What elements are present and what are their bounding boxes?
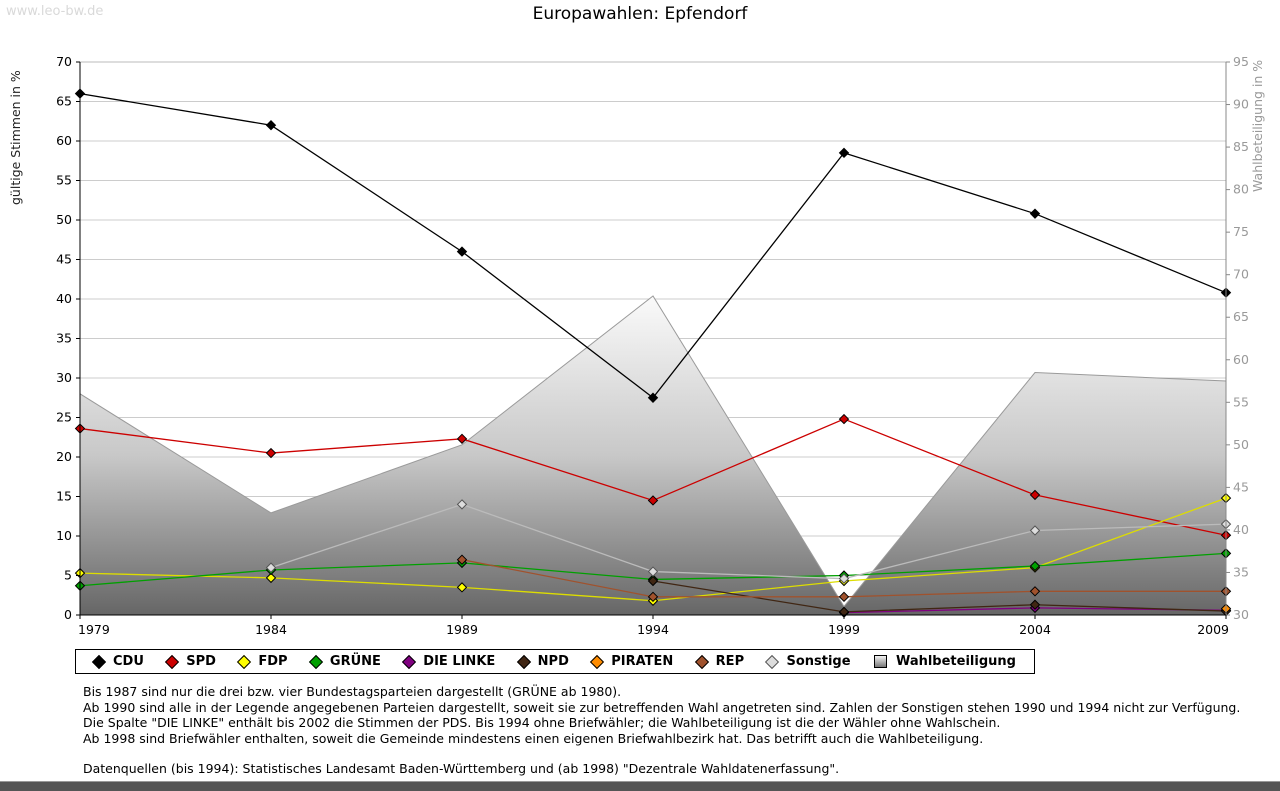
svg-text:1979: 1979 (78, 622, 110, 637)
legend-item-fdp: FDP (237, 654, 288, 669)
legend-label-spd: SPD (186, 654, 216, 669)
svg-text:gültige Stimmen in %: gültige Stimmen in % (8, 70, 23, 205)
footnote-line: Ab 1998 sind Briefwähler enthalten, sowe… (83, 730, 984, 746)
site-watermark: www.leo-bw.de (6, 4, 104, 19)
svg-text:1999: 1999 (828, 622, 860, 637)
legend-item-die-linke: DIE LINKE (402, 654, 496, 669)
svg-text:35: 35 (1233, 564, 1249, 579)
svg-text:0: 0 (64, 607, 72, 622)
svg-text:75: 75 (1233, 224, 1249, 239)
legend-label-piraten: PIRATEN (611, 654, 674, 669)
svg-text:Wahlbeteiligung in %: Wahlbeteiligung in % (1250, 60, 1265, 192)
legend-item-spd: SPD (165, 654, 216, 669)
svg-text:2009: 2009 (1197, 622, 1229, 637)
legend-item-wahlbeteiligung: Wahlbeteiligung (873, 654, 1016, 669)
legend-item-rep: REP (694, 654, 745, 669)
legend-item-piraten: PIRATEN (590, 654, 674, 669)
piraten-marker-icon (590, 654, 605, 669)
legend-item-npd: NPD (516, 654, 569, 669)
npd-marker-icon (516, 654, 531, 669)
svg-text:30: 30 (56, 370, 72, 385)
legend-label-gruene: GRÜNE (329, 654, 381, 669)
svg-text:40: 40 (1233, 522, 1249, 537)
svg-text:65: 65 (1233, 309, 1249, 324)
bottom-bar (0, 781, 1280, 791)
cdu-marker-icon (91, 654, 107, 669)
legend-label-cdu: CDU (113, 654, 144, 669)
legend-item-gruene: GRÜNE (308, 654, 381, 669)
page-title: Europawahlen: Epfendorf (532, 4, 748, 24)
svg-text:80: 80 (1233, 182, 1249, 197)
svg-text:30: 30 (1233, 607, 1249, 622)
fdp-marker-icon (237, 654, 252, 669)
gruene-marker-icon (308, 654, 323, 669)
spd-marker-icon (165, 654, 180, 669)
footnote-spacer (83, 746, 1240, 761)
svg-text:55: 55 (1233, 394, 1249, 409)
svg-text:40: 40 (56, 291, 72, 306)
svg-text:1984: 1984 (255, 622, 287, 637)
sonstige-marker-icon (765, 654, 780, 669)
legend-label-wahlbeteiligung: Wahlbeteiligung (895, 654, 1016, 669)
svg-text:45: 45 (1233, 479, 1249, 494)
data-source-line: Datenquellen (bis 1994): Statistisches L… (83, 761, 840, 776)
legend-item-sonstige: Sonstige (765, 654, 851, 669)
legend: CDU SPD FDP GRÜNE DIE LINKE NPD PIRATEN … (75, 649, 1035, 674)
svg-text:55: 55 (56, 173, 72, 188)
svg-text:60: 60 (1233, 352, 1249, 367)
die-linke-marker-icon (402, 654, 417, 669)
svg-text:1994: 1994 (637, 622, 669, 637)
svg-text:70: 70 (56, 54, 72, 69)
rep-marker-icon (694, 654, 709, 669)
svg-text:85: 85 (1233, 139, 1249, 154)
svg-text:70: 70 (1233, 267, 1249, 282)
svg-text:50: 50 (56, 212, 72, 227)
election-line-chart: 0 5 10 15 20 25 30 35 40 45 50 55 60 65 70 30 35 40 45 50 55… (8, 54, 1265, 637)
svg-text:65: 65 (56, 94, 72, 109)
footnote-line: Die Spalte "DIE LINKE" enthält bis 2002 … (83, 715, 1001, 730)
svg-text:5: 5 (64, 568, 72, 583)
svg-text:25: 25 (56, 410, 72, 425)
footnote-line: Ab 1990 sind alle in der Legende angegeb… (83, 699, 1241, 715)
svg-text:2004: 2004 (1019, 622, 1051, 637)
legend-label-npd: NPD (537, 654, 569, 669)
footnote-line: Bis 1987 sind nur die drei bzw. vier Bun… (83, 684, 622, 699)
footnotes: Bis 1987 sind nur die drei bzw. vier Bun… (83, 684, 1240, 777)
svg-text:35: 35 (56, 331, 72, 346)
svg-text:20: 20 (56, 449, 72, 464)
wahlbeteiligung-marker-icon (873, 655, 887, 668)
svg-text:45: 45 (56, 252, 72, 267)
svg-text:95: 95 (1233, 54, 1249, 69)
legend-label-rep: REP (715, 654, 745, 669)
legend-label-sonstige: Sonstige (786, 654, 851, 669)
svg-text:60: 60 (56, 133, 72, 148)
legend-label-die-linke: DIE LINKE (423, 654, 496, 669)
svg-text:90: 90 (1233, 97, 1249, 112)
legend-item-cdu: CDU (91, 654, 144, 669)
svg-text:10: 10 (56, 528, 72, 543)
svg-text:15: 15 (56, 489, 72, 504)
svg-text:50: 50 (1233, 437, 1249, 452)
legend-label-fdp: FDP (258, 654, 288, 669)
svg-text:1989: 1989 (446, 622, 478, 637)
